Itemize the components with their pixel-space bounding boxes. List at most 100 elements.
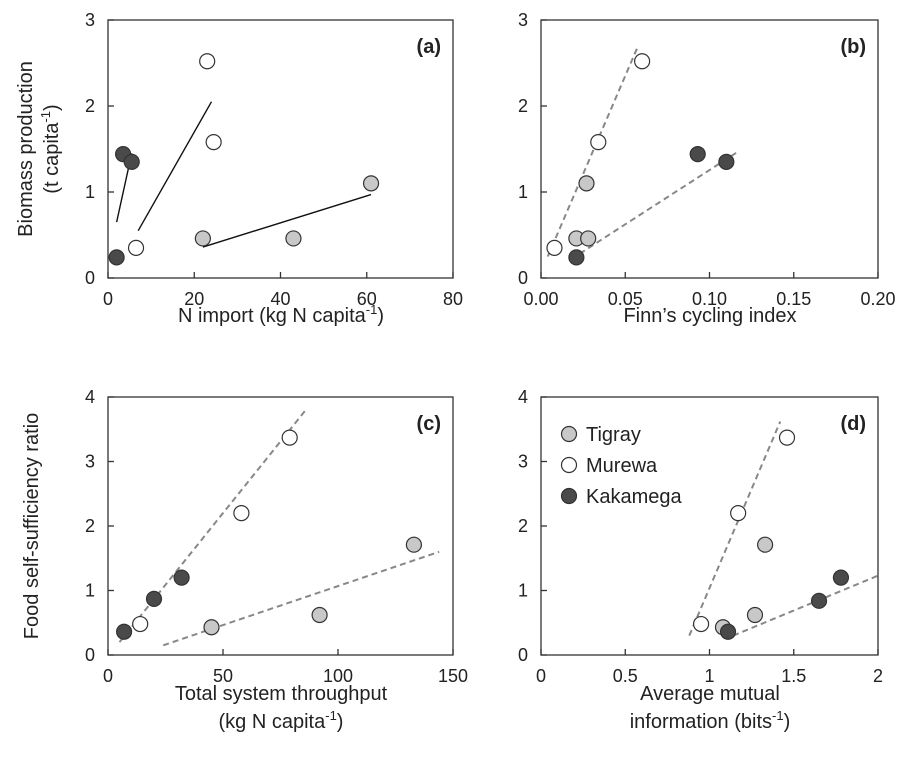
- legend-marker-tigray: [560, 425, 578, 443]
- y-tick-label: 0: [85, 645, 95, 665]
- x-axis-label-d-line1: Average mutual: [640, 683, 780, 705]
- trendline-murewa-tigray: [546, 47, 638, 257]
- point-murewa: [281, 429, 298, 446]
- point-kakamega: [718, 153, 735, 170]
- y-tick-label: 0: [85, 268, 95, 288]
- x-tick-label: 1.5: [781, 666, 806, 686]
- x-tick-label: 0: [103, 289, 113, 309]
- x-tick-label: 0.00: [523, 289, 558, 309]
- point-tigray: [362, 175, 380, 192]
- legend-label-kakamega: Kakamega: [586, 486, 682, 508]
- point-kakamega: [145, 590, 163, 607]
- x-tick-label: 0.5: [613, 666, 638, 686]
- point-murewa: [546, 239, 563, 256]
- y-axis-label-a-line1: Biomass production: [15, 61, 37, 237]
- x-tick-label: 80: [443, 289, 463, 309]
- trendline-kakamega-tigray: [732, 574, 879, 637]
- y-tick-label: 0: [518, 268, 528, 288]
- x-tick-label: 0: [536, 666, 546, 686]
- x-axis-label-b: Finn’s cycling index: [623, 305, 796, 327]
- x-tick-label: 0.05: [608, 289, 643, 309]
- panel-label: (b): [840, 36, 866, 58]
- point-tigray: [194, 230, 211, 247]
- trendline-murewa: [137, 101, 213, 232]
- point-kakamega: [173, 569, 190, 586]
- trendline-kakamega: [570, 150, 739, 260]
- y-tick-label: 3: [518, 10, 528, 30]
- trendline-murewa: [688, 421, 782, 637]
- point-tigray: [203, 619, 220, 636]
- y-axis-label-c: Food self-sufficiency ratio: [21, 413, 43, 639]
- point-kakamega: [810, 592, 828, 609]
- legend-label-tigray: Tigray: [586, 424, 641, 446]
- plot-frame: [107, 396, 454, 656]
- x-tick-label: 2: [873, 666, 883, 686]
- y-tick-label: 1: [85, 581, 95, 601]
- point-murewa: [205, 134, 222, 151]
- x-tick-label: 0.20: [860, 289, 895, 309]
- y-tick-label: 3: [85, 10, 95, 30]
- y-tick-label: 1: [85, 182, 95, 202]
- legend: Tigray Murewa Kakamega: [560, 424, 682, 508]
- point-tigray: [757, 536, 774, 553]
- y-axis-label-a-line2: (t capita-1): [38, 104, 63, 193]
- point-tigray: [580, 230, 597, 247]
- panel-label: (d): [840, 413, 866, 435]
- point-tigray: [578, 175, 595, 192]
- x-tick-label: 0.10: [692, 289, 727, 309]
- point-tigray: [746, 606, 764, 624]
- point-murewa: [127, 239, 145, 256]
- trendline-tigray: [162, 550, 440, 647]
- x-tick-label: 50: [213, 666, 233, 686]
- y-tick-label: 2: [85, 516, 95, 536]
- y-tick-label: 2: [518, 516, 528, 536]
- trendline-tigray: [202, 193, 372, 248]
- x-tick-label: 150: [438, 666, 468, 686]
- x-tick-label: 100: [323, 666, 353, 686]
- y-tick-label: 4: [518, 387, 528, 407]
- point-murewa: [730, 504, 747, 522]
- x-axis-label-c-line1: Total system throughput: [175, 683, 388, 705]
- point-murewa: [778, 429, 796, 446]
- x-tick-label: 40: [270, 289, 290, 309]
- plot-frame: [107, 19, 454, 279]
- x-tick-label: 60: [357, 289, 377, 309]
- point-murewa: [199, 53, 216, 70]
- x-tick-label: 20: [184, 289, 204, 309]
- panel-label: (c): [417, 413, 441, 435]
- point-tigray: [405, 536, 422, 553]
- legend-marker-murewa: [560, 456, 578, 474]
- point-kakamega: [115, 623, 133, 640]
- panel-b: 0.00 0.05 0.10 0.15 0.20 0 1 2 3 (b): [518, 10, 896, 309]
- y-tick-label: 4: [85, 387, 95, 407]
- y-tick-label: 1: [518, 182, 528, 202]
- x-tick-label: 0: [103, 666, 113, 686]
- y-tick-label: 0: [518, 645, 528, 665]
- point-kakamega: [689, 146, 706, 163]
- legend-label-murewa: Murewa: [586, 455, 658, 477]
- panel-label: (a): [417, 36, 441, 58]
- point-murewa: [590, 134, 607, 151]
- point-murewa: [132, 615, 149, 633]
- y-tick-label: 3: [85, 452, 95, 472]
- y-tick-label: 1: [518, 581, 528, 601]
- y-tick-label: 3: [518, 452, 528, 472]
- point-kakamega: [832, 569, 850, 586]
- x-axis-label-c-line2: (kg N capita-1): [219, 708, 344, 733]
- point-kakamega: [123, 153, 140, 170]
- panel-a: 0 20 40 60 80 0 1 2 3 (a): [85, 10, 463, 309]
- point-kakamega: [568, 249, 585, 266]
- panel-c: 0 50 100 150 0 1 2 3 4 (c): [85, 387, 468, 686]
- x-axis-label-a: N import (kg N capita-1): [178, 302, 384, 327]
- y-tick-label: 2: [518, 96, 528, 116]
- point-murewa: [692, 615, 710, 633]
- point-tigray: [311, 606, 328, 624]
- x-tick-label: 1: [704, 666, 714, 686]
- legend-marker-kakamega: [560, 487, 578, 505]
- panel-d: 0 0.5 1 1.5 2 0 1 2 3 4 (d): [518, 387, 883, 686]
- point-murewa: [233, 504, 250, 522]
- x-tick-label: 0.15: [776, 289, 811, 309]
- point-kakamega: [719, 623, 737, 640]
- point-kakamega: [108, 249, 125, 266]
